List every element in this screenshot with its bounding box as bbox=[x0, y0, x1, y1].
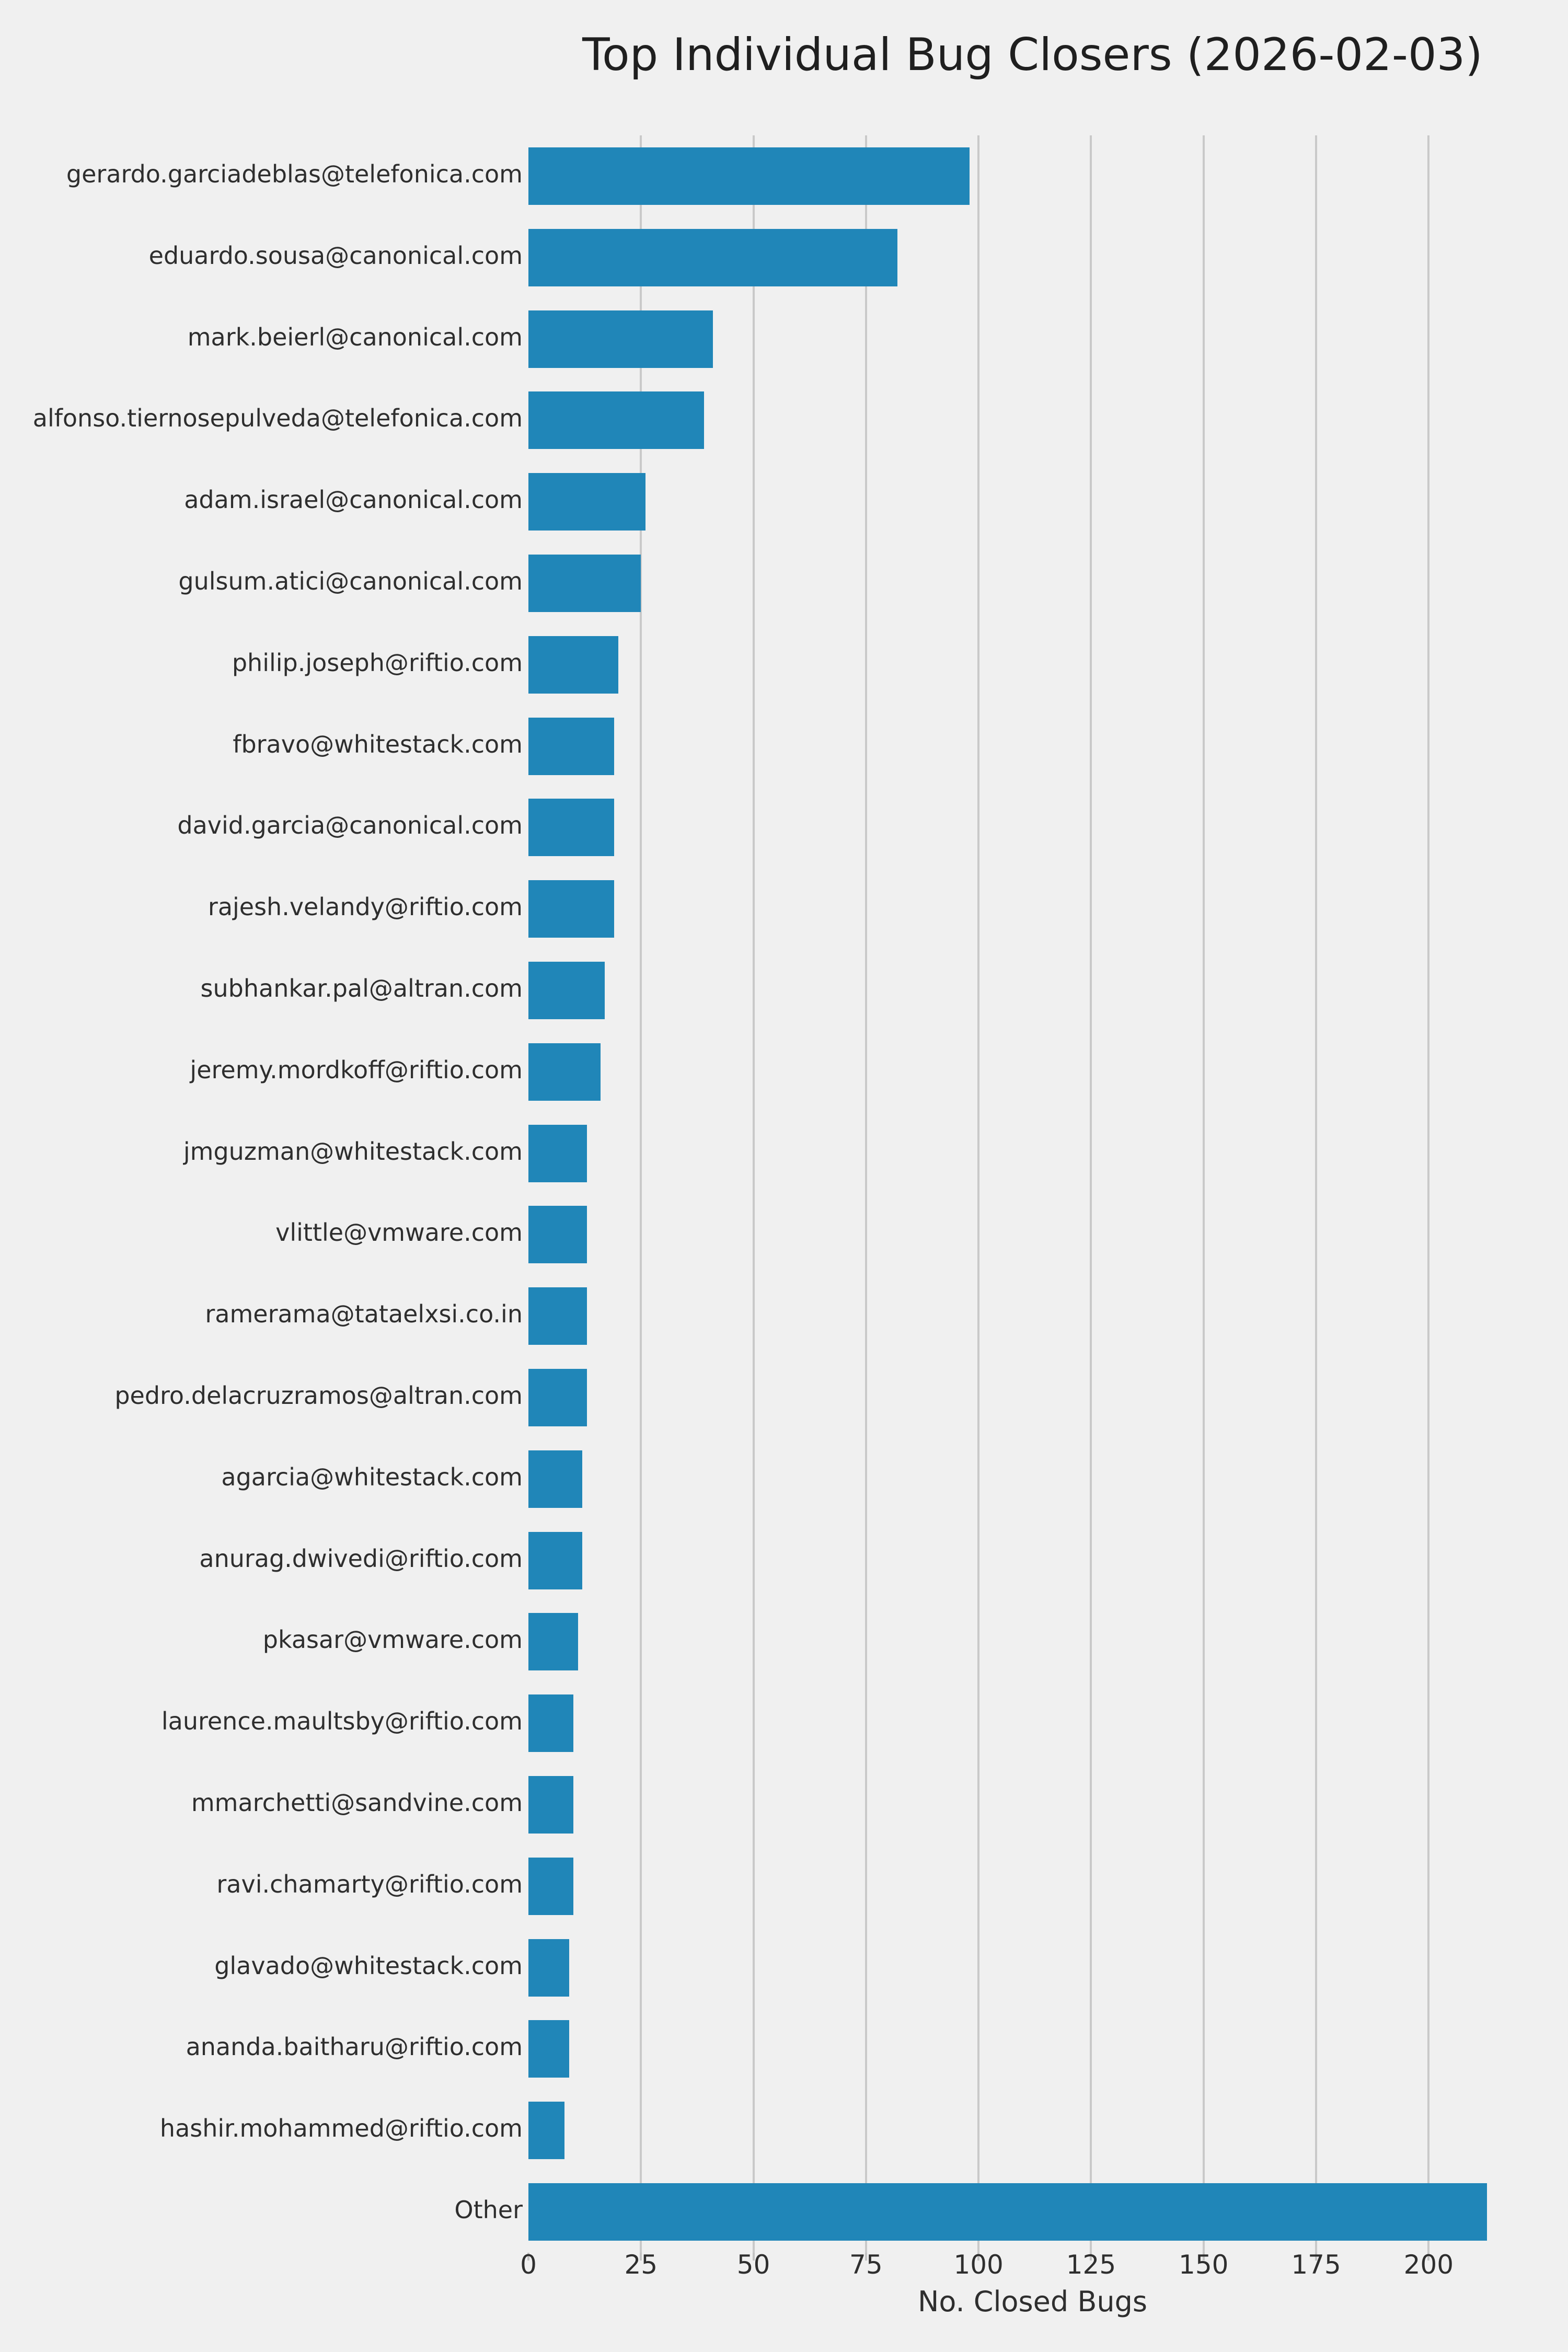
y-axis-label: alfonso.tiernosepulveda@telefonica.com bbox=[32, 404, 523, 433]
x-tick-mark bbox=[1315, 2253, 1318, 2261]
x-tick-mark bbox=[1090, 2253, 1092, 2261]
gridline-x-200 bbox=[1427, 135, 1430, 2253]
bar-eduardo.sousa bbox=[528, 228, 898, 286]
bar-alfonso.tiernosepulveda bbox=[528, 391, 704, 449]
bar-subhankar.pal bbox=[528, 961, 605, 1019]
x-tick-label-125: 125 bbox=[1066, 2250, 1116, 2280]
gridline-x-50 bbox=[752, 135, 755, 2253]
bar-pedro.delacruzramos bbox=[528, 1369, 587, 1427]
x-tick-mark bbox=[977, 2253, 980, 2261]
gridline-x-75 bbox=[864, 135, 867, 2253]
y-axis-label: david.garcia@canonical.com bbox=[177, 811, 523, 840]
gridline-x-100 bbox=[977, 135, 980, 2253]
y-axis-label: hashir.mohammed@riftio.com bbox=[159, 2114, 523, 2143]
bar-jeremy.mordkoff bbox=[528, 1043, 601, 1101]
y-axis-label: ramerama@tataelxsi.co.in bbox=[205, 1300, 523, 1329]
x-tick-label-0: 0 bbox=[520, 2250, 537, 2280]
y-axis-label: jeremy.mordkoff@riftio.com bbox=[190, 1055, 523, 1084]
y-axis-label: subhankar.pal@altran.com bbox=[200, 974, 523, 1002]
x-tick-label-75: 75 bbox=[849, 2250, 883, 2280]
chart-title: Top Individual Bug Closers (2026-02-03) bbox=[582, 29, 1483, 81]
x-tick-label-150: 150 bbox=[1179, 2250, 1229, 2280]
y-axis-label: ananda.baitharu@riftio.com bbox=[186, 2033, 523, 2061]
x-tick-label-25: 25 bbox=[624, 2250, 658, 2280]
bar-ananda.baitharu bbox=[528, 2020, 569, 2078]
y-axis-label: mark.beierl@canonical.com bbox=[187, 322, 523, 351]
bar-david.garcia bbox=[528, 799, 614, 857]
bar-hashir.mohammed bbox=[528, 2102, 564, 2160]
y-axis-label: philip.joseph@riftio.com bbox=[232, 648, 523, 677]
y-axis-label: adam.israel@canonical.com bbox=[184, 486, 523, 514]
gridline-x-25 bbox=[640, 135, 642, 2253]
bar-gulsum.atici bbox=[528, 554, 641, 612]
bar-adam.israel bbox=[528, 473, 645, 531]
x-tick-label-100: 100 bbox=[953, 2250, 1004, 2280]
bar-agarcia bbox=[528, 1450, 583, 1508]
y-axis-label: eduardo.sousa@canonical.com bbox=[148, 241, 523, 270]
gridline-x-150 bbox=[1202, 135, 1205, 2253]
x-tick-mark bbox=[640, 2253, 642, 2261]
x-tick-mark bbox=[1427, 2253, 1430, 2261]
bar-anurag.dwivedi bbox=[528, 1531, 583, 1589]
bar-ramerama bbox=[528, 1287, 587, 1345]
x-axis-label: No. Closed Bugs bbox=[917, 2285, 1148, 2318]
bar-laurence.maultsby bbox=[528, 1694, 574, 1753]
x-tick-label-50: 50 bbox=[736, 2250, 770, 2280]
x-tick-mark bbox=[1202, 2253, 1205, 2261]
bar-fbravo bbox=[528, 717, 614, 775]
gridline-x-125 bbox=[1090, 135, 1092, 2253]
bar-ravi.chamarty bbox=[528, 1857, 574, 1915]
x-tick-mark bbox=[752, 2253, 755, 2261]
bar-other bbox=[528, 2183, 1488, 2241]
bar-gerardo.garciadeblas bbox=[528, 147, 970, 205]
y-axis-label: pedro.delacruzramos@altran.com bbox=[114, 1381, 523, 1410]
y-axis-label: fbravo@whitestack.com bbox=[233, 730, 523, 758]
x-tick-label-175: 175 bbox=[1291, 2250, 1341, 2280]
x-tick-mark bbox=[527, 2253, 529, 2261]
y-axis-label: laurence.maultsby@riftio.com bbox=[161, 1707, 523, 1736]
gridline-x-175 bbox=[1315, 135, 1318, 2253]
y-axis-label: gulsum.atici@canonical.com bbox=[178, 567, 523, 595]
y-axis-label: agarcia@whitestack.com bbox=[221, 1462, 523, 1491]
bar-jmguzman bbox=[528, 1124, 587, 1182]
bar-mark.beierl bbox=[528, 310, 713, 368]
y-axis-label: Other bbox=[454, 2196, 523, 2224]
bar-vlittle bbox=[528, 1206, 587, 1264]
y-axis-label: vlittle@vmware.com bbox=[275, 1218, 523, 1247]
y-axis-label: jmguzman@whitestack.com bbox=[183, 1137, 523, 1166]
bar-mmarchetti bbox=[528, 1776, 574, 1834]
bar-pkasar bbox=[528, 1613, 578, 1671]
bar-rajesh.velandy bbox=[528, 880, 614, 938]
y-axis-label: ravi.chamarty@riftio.com bbox=[216, 1870, 523, 1898]
bar-glavado bbox=[528, 1939, 569, 1997]
x-tick-mark bbox=[864, 2253, 867, 2261]
y-axis-label: glavado@whitestack.com bbox=[214, 1951, 523, 1980]
y-axis-label: pkasar@vmware.com bbox=[262, 1625, 523, 1654]
x-tick-label-200: 200 bbox=[1403, 2250, 1454, 2280]
y-axis-label: gerardo.garciadeblas@telefonica.com bbox=[66, 159, 523, 188]
bar-philip.joseph bbox=[528, 636, 619, 694]
y-axis-label: mmarchetti@sandvine.com bbox=[191, 1789, 523, 1817]
y-axis-label: rajesh.velandy@riftio.com bbox=[207, 893, 523, 921]
y-axis-label: anurag.dwivedi@riftio.com bbox=[199, 1544, 523, 1573]
plot-area bbox=[528, 135, 1537, 2253]
